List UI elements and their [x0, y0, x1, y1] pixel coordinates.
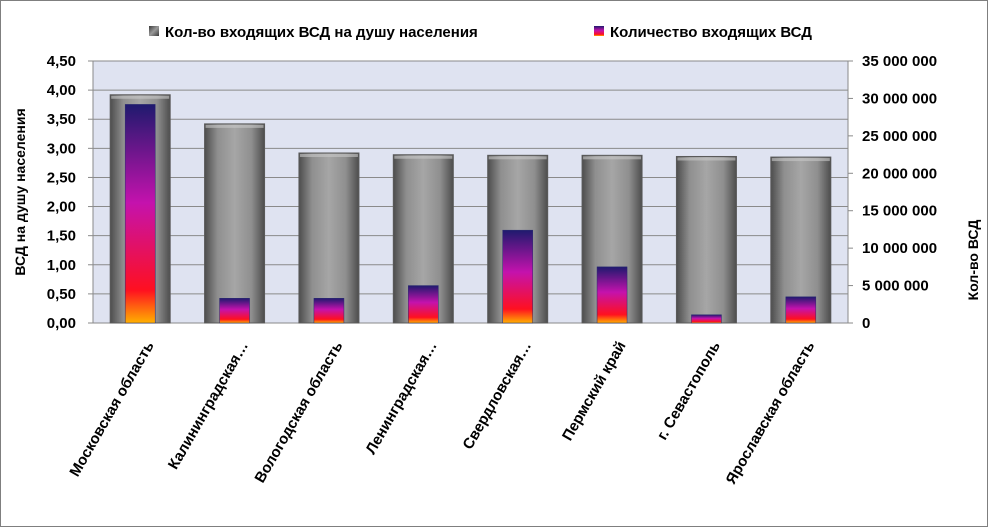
category-label: Московская область — [66, 339, 157, 480]
bar-count — [596, 266, 628, 324]
left-tick-label: 4,50 — [47, 53, 76, 70]
right-tick-label: 5 000 000 — [862, 278, 929, 295]
bar-per-capita — [204, 123, 266, 324]
right-tick-label: 35 000 000 — [862, 53, 937, 70]
legend-label-count: Количество входящих ВСД — [610, 24, 812, 41]
bar-per-capita-highlight — [394, 155, 453, 159]
bar-per-capita-highlight — [488, 156, 547, 160]
category-labels: Московская область Калининградская… Волого… — [66, 339, 818, 488]
right-axis-title: Кол-во ВСД — [965, 220, 981, 301]
category-label: Ленинградская… — [362, 339, 440, 458]
legend-label-per-capita: Кол-во входящих ВСД на душу населения — [165, 24, 478, 41]
bar-per-capita — [298, 152, 360, 324]
left-tick-label: 1,00 — [47, 257, 76, 274]
left-axis-title: ВСД на душу населения — [12, 108, 28, 275]
left-tick-label: 1,50 — [47, 228, 76, 245]
right-tick-label: 20 000 000 — [862, 165, 937, 182]
left-tick-label: 2,00 — [47, 199, 76, 216]
left-tick-label: 4,00 — [47, 82, 76, 99]
left-axis-ticks: 0,00 0,50 1,00 1,50 2,00 2,50 3,00 3,50 4,00 4,50 — [47, 53, 93, 332]
bar-per-capita-highlight — [583, 156, 642, 160]
bar-count — [313, 298, 345, 324]
category-label: Ярославская область — [723, 339, 819, 488]
left-tick-label: 0,00 — [47, 315, 76, 332]
bar-per-capita — [675, 155, 737, 324]
bar-per-capita-highlight — [111, 95, 170, 99]
right-tick-label: 15 000 000 — [862, 203, 937, 220]
bar-count — [691, 314, 722, 324]
left-tick-label: 3,50 — [47, 111, 76, 128]
category-label: Свердловская… — [460, 339, 536, 453]
category-label: Вологодская область — [251, 339, 346, 486]
legend-swatch-per-capita — [149, 26, 159, 36]
bar-count — [785, 296, 817, 324]
bar-per-capita-highlight — [299, 153, 358, 157]
left-tick-label: 2,50 — [47, 169, 76, 186]
category-label: Пермский край — [559, 339, 630, 444]
bar-per-capita-highlight — [677, 157, 736, 161]
left-tick-label: 3,00 — [47, 140, 76, 157]
bar-count — [124, 104, 156, 324]
bar-per-capita — [770, 156, 832, 324]
bar-per-capita-highlight — [205, 124, 264, 128]
category-label: Калининградская… — [165, 339, 252, 473]
bar-per-capita-highlight — [771, 158, 830, 162]
right-tick-label: 30 000 000 — [862, 90, 937, 107]
legend-swatch-count — [594, 26, 604, 36]
right-tick-label: 25 000 000 — [862, 128, 937, 145]
legend: Кол-во входящих ВСД на душу населения Ко… — [149, 24, 812, 41]
bar-count — [408, 285, 439, 324]
bar-count — [502, 229, 533, 324]
category-label: г. Севастополь — [654, 339, 724, 444]
right-tick-label: 0 — [862, 315, 870, 332]
right-axis-ticks: 0 5 000 000 10 000 000 15 000 000 20 000 000… — [848, 53, 937, 332]
left-tick-label: 0,50 — [47, 286, 76, 303]
bars — [109, 94, 832, 324]
bar-count — [219, 298, 250, 324]
right-tick-label: 10 000 000 — [862, 240, 937, 257]
